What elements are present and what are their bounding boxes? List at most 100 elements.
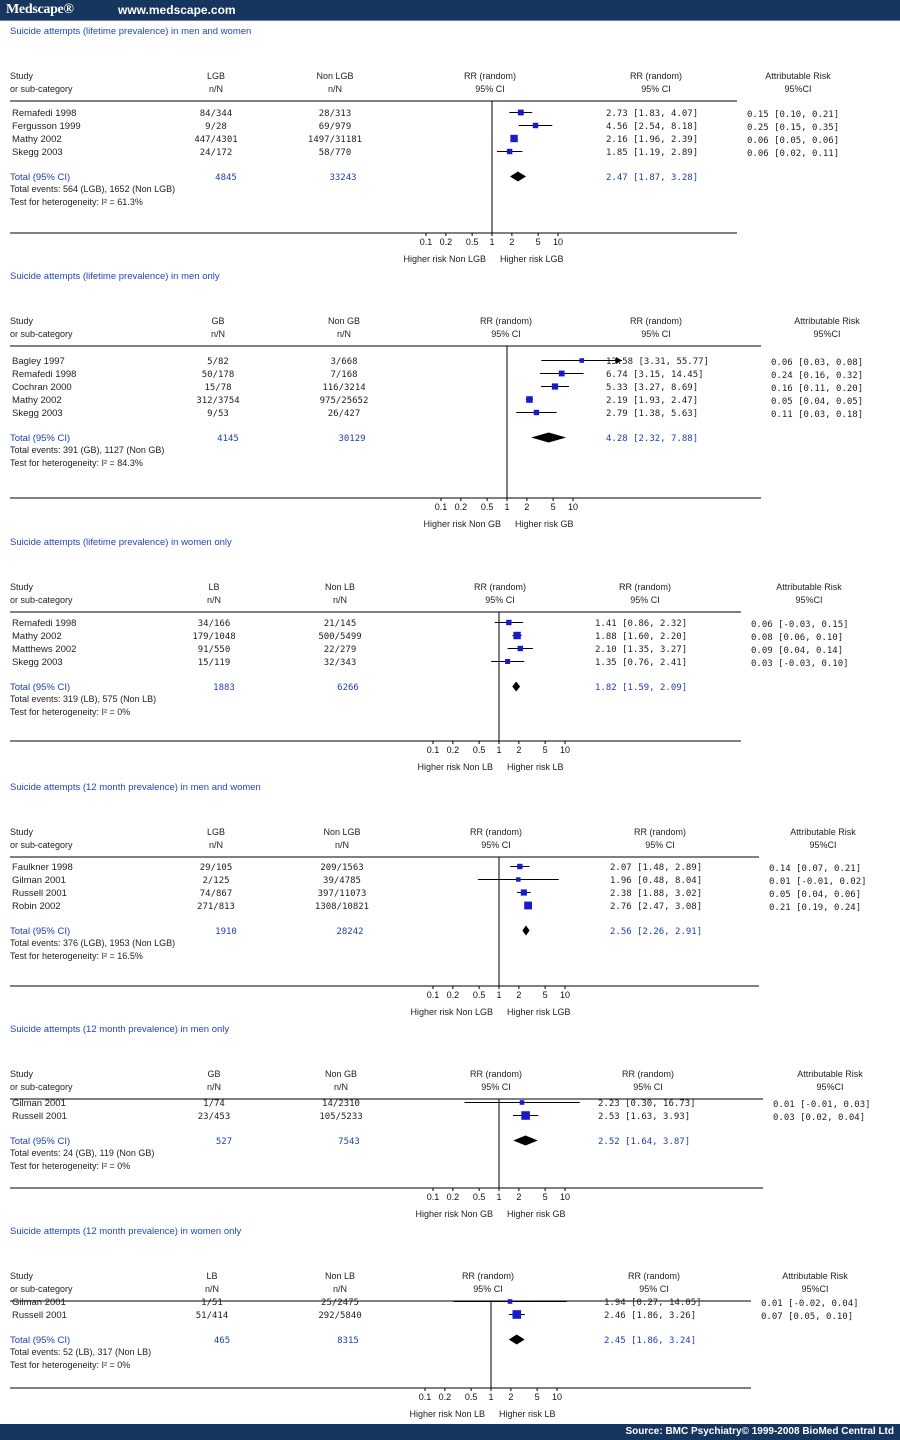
total-rr-ci: 2.45 [1.86, 3.24] [604, 1336, 696, 1346]
total-group1: 527 [216, 1137, 232, 1147]
study-rr-ci: 1.88 [1.60, 2.20] [595, 632, 687, 642]
col-subcategory-header: or sub-category [10, 1082, 73, 1092]
col-group1-subheader: n/N [207, 595, 221, 605]
forest-panel: Suicide attempts (12 month prevalence) i… [10, 1024, 871, 1219]
axis-tick-label: 0.2 [447, 990, 460, 1000]
col-rr-subheader: 95% CI [641, 329, 671, 339]
group2-count: 21/145 [324, 619, 357, 629]
favours-left-label: Higher risk Non LB [409, 1409, 485, 1419]
total-rr-ci: 2.52 [1.64, 3.87] [598, 1137, 690, 1147]
total-events: Total events: 391 (GB), 1127 (Non GB) [10, 445, 164, 455]
axis-tick-label: 1 [504, 502, 509, 512]
study-marker [516, 877, 521, 882]
group1-count: 23/453 [198, 1112, 231, 1122]
study-name: Mathy 2002 [12, 395, 62, 406]
axis-tick-label: 0.5 [481, 502, 494, 512]
group1-count: 15/119 [198, 658, 231, 668]
col-group1-header: LB [206, 1271, 217, 1281]
col-study-header: Study [10, 316, 34, 326]
panel-title: Suicide attempts (lifetime prevalence) i… [10, 26, 251, 37]
site-header: Medscape® www.medscape.com [0, 0, 900, 21]
study-rr-ci: 5.33 [3.27, 8.69] [606, 383, 698, 393]
study-marker [517, 645, 523, 652]
source-credit: Source: BMC Psychiatry© 1999-2008 BioMed… [625, 1426, 894, 1437]
group1-count: 447/4301 [194, 135, 237, 145]
group2-count: 26/427 [328, 409, 361, 419]
group2-count: 500/5499 [318, 632, 361, 642]
study-rr-ci: 2.73 [1.83, 4.07] [606, 109, 698, 119]
study-rr-ci: 1.96 [0.48, 8.04] [610, 876, 702, 886]
study-attributable-risk: 0.07 [0.05, 0.10] [761, 1312, 853, 1322]
col-group1-subheader: n/N [207, 1082, 221, 1092]
study-name: Faulkner 1998 [12, 862, 73, 873]
study-attributable-risk: 0.03 [0.02, 0.04] [773, 1113, 865, 1123]
forest-panel: Suicide attempts (lifetime prevalence) i… [10, 271, 863, 529]
col-ar-subheader: 95%CI [784, 84, 811, 94]
col-rr-subheader: 95% CI [641, 84, 671, 94]
favours-right-label: Higher risk LB [507, 762, 564, 772]
col-rr-subheader: 95% CI [639, 1284, 669, 1294]
group1-count: 24/172 [200, 148, 233, 158]
study-marker [520, 889, 527, 896]
col-group2-subheader: n/N [333, 595, 347, 605]
col-group1-subheader: n/N [211, 329, 225, 339]
axis-tick-label: 10 [560, 745, 570, 755]
axis-tick-label: 0.5 [473, 745, 486, 755]
study-attributable-risk: 0.06 [0.02, 0.11] [747, 149, 839, 159]
study-name: Cochran 2000 [12, 382, 72, 393]
col-rr-subheader: 95% CI [630, 595, 660, 605]
study-name: Skegg 2003 [12, 657, 63, 668]
study-attributable-risk: 0.06 [-0.03, 0.15] [751, 620, 849, 630]
study-attributable-risk: 0.03 [-0.03, 0.10] [751, 659, 849, 669]
heterogeneity-test: Test for heterogeneity: I² = 0% [10, 1161, 130, 1171]
group2-count: 292/5840 [318, 1311, 361, 1321]
total-diamond [522, 925, 530, 936]
total-label: Total (95% CI) [10, 926, 70, 937]
study-marker [551, 383, 559, 390]
group1-count: 9/28 [205, 122, 227, 132]
group2-count: 32/343 [324, 658, 357, 668]
site-url[interactable]: www.medscape.com [118, 3, 236, 17]
group1-count: 5/82 [207, 357, 229, 367]
study-rr-ci: 2.19 [1.93, 2.47] [606, 396, 698, 406]
study-marker [524, 901, 532, 910]
study-name: Bagley 1997 [12, 356, 65, 367]
site-footer: Source: BMC Psychiatry© 1999-2008 BioMed… [0, 1424, 900, 1440]
col-rr-header: RR (random) [630, 71, 682, 81]
axis-tick-label: 0.1 [427, 990, 440, 1000]
study-rr-ci: 2.16 [1.96, 2.39] [606, 135, 698, 145]
col-group2-subheader: n/N [335, 840, 349, 850]
favours-right-label: Higher risk LB [499, 1409, 556, 1419]
col-rr-plot-header: RR (random) [480, 316, 532, 326]
col-group1-subheader: n/N [209, 840, 223, 850]
total-group2: 33243 [329, 173, 356, 183]
axis-tick-label: 0.5 [473, 990, 486, 1000]
axis-tick-label: 10 [560, 1192, 570, 1202]
study-attributable-risk: 0.09 [0.04, 0.14] [751, 646, 843, 656]
study-rr-ci: 2.38 [1.88, 3.02] [610, 889, 702, 899]
study-name: Skegg 2003 [12, 408, 63, 419]
group1-count: 9/53 [207, 409, 229, 419]
col-ar-header: Attributable Risk [797, 1069, 863, 1079]
group1-count: 1/74 [203, 1099, 225, 1109]
study-rr-ci: 1.94 [0.27, 14.05] [604, 1298, 702, 1308]
col-group1-header: GB [207, 1069, 220, 1079]
col-group2-subheader: n/N [333, 1284, 347, 1294]
col-group1-header: LGB [207, 71, 225, 81]
col-rr-header: RR (random) [619, 582, 671, 592]
axis-tick-label: 1 [496, 745, 501, 755]
total-group1: 465 [214, 1336, 230, 1346]
total-group1: 1883 [213, 683, 235, 693]
panel-title: Suicide attempts (12 month prevalence) i… [10, 1226, 242, 1237]
study-rr-ci: 2.76 [2.47, 3.08] [610, 902, 702, 912]
medscape-logo[interactable]: Medscape® [6, 2, 74, 17]
panel-title: Suicide attempts (12 month prevalence) i… [10, 782, 261, 793]
group1-count: 34/166 [198, 619, 231, 629]
study-name: Mathy 2002 [12, 631, 62, 642]
study-attributable-risk: 0.15 [0.10, 0.21] [747, 110, 839, 120]
col-ar-header: Attributable Risk [782, 1271, 848, 1281]
total-rr-ci: 1.82 [1.59, 2.09] [595, 683, 687, 693]
group2-count: 397/11073 [318, 889, 367, 899]
study-marker [517, 109, 524, 116]
heterogeneity-test: Test for heterogeneity: I² = 61.3% [10, 197, 143, 207]
